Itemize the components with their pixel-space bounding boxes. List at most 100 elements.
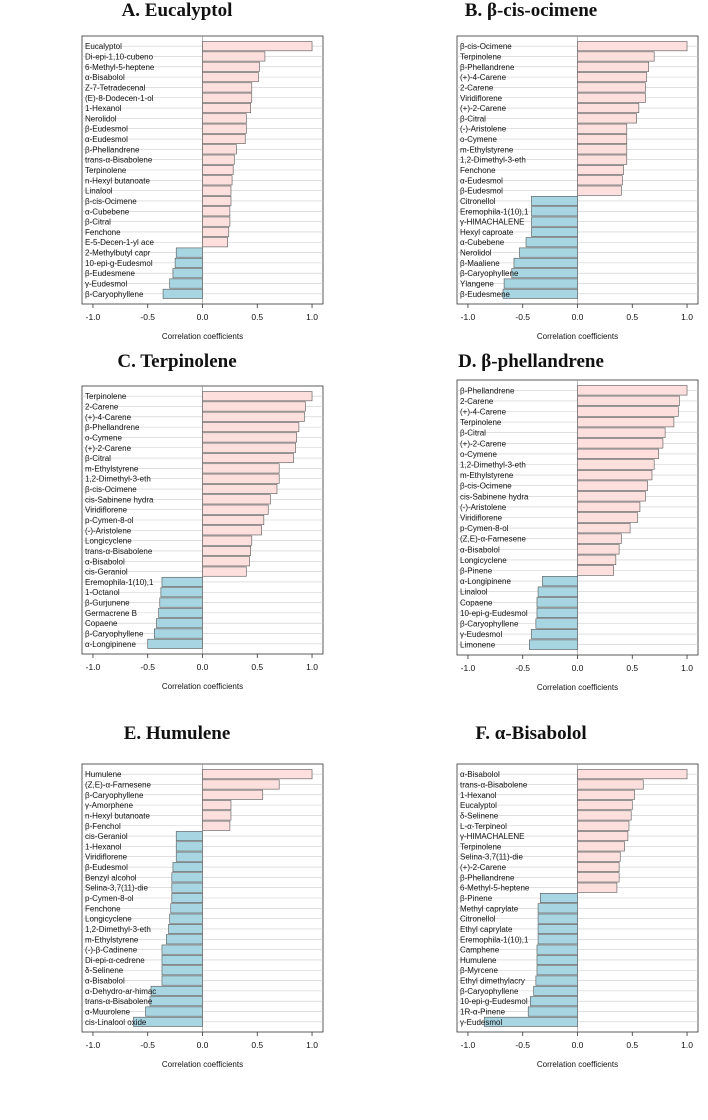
x-tick-label: 1.0 [681,312,693,322]
bar [161,965,203,976]
category-label: p-Cymen-8-ol [85,516,134,525]
category-label: α-Cubebene [85,207,130,216]
bar [156,618,203,629]
category-label: β-cis-Ocimene [85,485,137,494]
category-label: Benzyl alcohol [85,873,137,882]
category-label: β-Caryophyllene [460,987,519,996]
bar [537,903,578,914]
bar [202,123,247,134]
category-label: (-)-β-Cadinene [85,946,138,955]
bar [577,459,655,470]
category-label: Citronellol [460,915,496,924]
category-label: β-Eudesmol [85,863,128,872]
bar [577,51,655,62]
bar [577,144,628,155]
category-label: Humulene [460,956,497,965]
category-label: Humulene [85,770,122,779]
category-label: Longicyclene [460,556,507,565]
category-label: β-cis-Ocimene [460,42,512,51]
bar [202,411,305,422]
category-label: β-cis-Ocimene [85,197,137,206]
category-label: β-Pinene [460,894,493,903]
category-label: β-Citral [460,114,486,123]
bar [202,463,280,474]
category-label: m-Ethylstyrene [85,935,139,944]
category-label: 6-Methyl-5-heptene [460,884,530,893]
category-label: Eucalyptol [85,42,122,51]
x-tick-label: -0.5 [515,663,530,673]
category-label: β-Caryophyllene [85,630,144,639]
category-label: 6-Methyl-5-heptene [85,63,155,72]
category-label: (-)-Aristolene [460,125,507,134]
bar [537,913,578,924]
category-label: α-Eudesmol [85,135,128,144]
category-label: Limonene [460,641,496,650]
bar [577,406,679,417]
bar [531,216,578,227]
category-label: Terpinolene [460,418,502,427]
x-tick-label: -0.5 [140,1040,155,1050]
category-label: β-Gurjunene [85,599,130,608]
category-label: 2-Carene [85,402,119,411]
bar [503,278,578,289]
category-label: 1-Hexanol [460,791,497,800]
bar [202,442,296,453]
category-label: Terpinolene [460,842,502,851]
category-label: Fenchone [85,904,121,913]
category-label: β-Caryophyllene [85,791,144,800]
panel-title-a: A. Eucalyptol [121,0,233,21]
category-label: α-Eudesmol [460,176,503,185]
x-tick-label: 1.0 [306,662,318,672]
bar [577,800,633,811]
bar [202,473,280,484]
category-label: Terpinolene [460,52,502,61]
bar [502,288,578,299]
bar [577,779,644,790]
bar [202,515,265,525]
x-tick-label: 0.0 [197,1040,209,1050]
bar [577,769,688,780]
x-tick-label: -1.0 [86,312,101,322]
bar [171,893,203,903]
category-label: β-Phellandrene [85,423,140,432]
category-label: δ-Selinene [460,811,499,820]
bar [175,831,203,842]
bar [149,996,203,1007]
bar [202,525,262,536]
category-label: Eremophila-1(10),1 [85,578,154,587]
bar [150,985,203,996]
panel-title-c: C. Terpinolene [117,351,237,372]
bar [171,882,203,893]
bar [577,851,621,862]
bar [539,893,578,903]
bar [202,535,253,546]
category-label: trans-α-Bisabolene [85,156,153,165]
category-label: Linalool [85,187,113,196]
category-label: Viridiflorene [460,94,503,103]
category-label: 2-Carene [460,397,494,406]
category-label: Terpinolene [85,392,127,401]
bar [147,638,203,649]
x-tick-label: -1.0 [461,663,476,673]
bar [202,494,271,505]
bar [202,82,253,93]
bar [162,288,203,299]
bar [202,72,259,83]
category-label: o-Cymene [460,135,497,144]
category-label: trans-α-Bisabolene [85,547,153,556]
category-label: β-Fenchol [85,822,121,831]
category-label: Methyl caprylate [460,904,519,913]
bar [172,862,203,873]
category-label: trans-α-Bisabolene [460,780,528,789]
bar [542,575,578,587]
bar [154,628,203,639]
x-tick-label: 0.5 [626,663,638,673]
category-label: m-Ethylstyrene [85,464,139,473]
category-label: Viridiflorene [460,514,503,523]
bar [577,385,688,396]
category-label: 1-Octanol [85,588,120,597]
x-tick-label: 1.0 [306,312,318,322]
category-label: β-Eudesmene [85,269,136,278]
bar [577,501,641,513]
category-label: β-Phellandrene [85,145,140,154]
